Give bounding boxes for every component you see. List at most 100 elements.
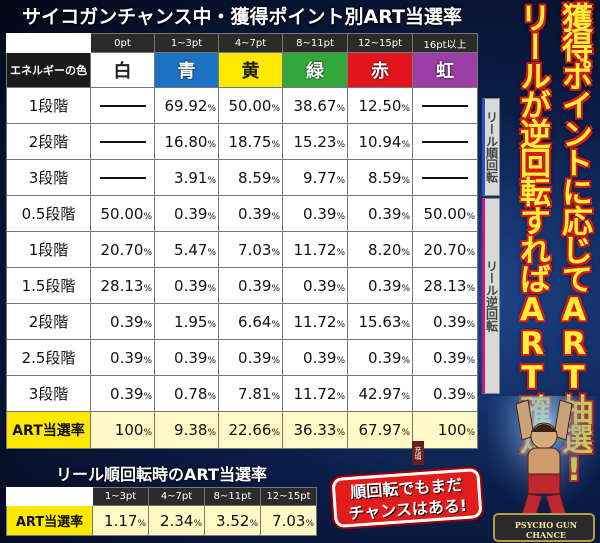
rate-cell: 42.97% xyxy=(347,375,413,412)
sub-value-0: 1.17% xyxy=(92,505,149,536)
level-label: 1段階 xyxy=(6,231,91,268)
rate-cell: 20.70% xyxy=(90,231,155,268)
points-header-row: 0pt 1~3pt 4~7pt 8~11pt 12~15pt 16pt以上 xyxy=(6,33,478,53)
dash-cell xyxy=(412,123,478,160)
rate-cell: 0.39% xyxy=(347,195,413,232)
level-label: 2段階 xyxy=(6,303,91,340)
art-rate-cell: 100% xyxy=(90,411,155,449)
color-yellow: 黄 xyxy=(218,52,283,88)
rate-cell: 0.39% xyxy=(154,195,219,232)
rate-cell: 0.78% xyxy=(154,375,219,412)
dash-mark xyxy=(422,177,468,179)
level-label: 0.5段階 xyxy=(6,195,91,232)
rate-cell: 20.70% xyxy=(412,231,478,268)
points-header-5: 16pt以上 xyxy=(412,33,478,53)
level-label: 3段階 xyxy=(6,375,91,412)
chance-bubble: 順回転でもまだ チャンスはある! xyxy=(331,467,483,529)
rate-cell: 0.39% xyxy=(412,375,478,412)
art-rate-cell: 67.97% xyxy=(347,411,413,449)
rate-cell: 18.75% xyxy=(218,123,283,160)
rate-cell: 15.23% xyxy=(282,123,348,160)
level-label: 1段階 xyxy=(6,87,91,124)
rate-cell: 8.59% xyxy=(347,159,413,196)
points-header-1: 1~3pt xyxy=(154,33,219,53)
sub-header-1: 4~7pt xyxy=(148,487,205,506)
rate-cell: 69.92% xyxy=(154,87,219,124)
dash-cell xyxy=(90,87,155,124)
rate-cell: 9.77% xyxy=(282,159,348,196)
rate-cell: 0.39% xyxy=(90,375,155,412)
header-blank xyxy=(6,33,91,53)
page-title: サイコガンチャンス中・獲得ポイント別ART当選率 xyxy=(22,6,462,28)
art-rate-cell: 36.33% xyxy=(282,411,348,449)
level-label: 2段階 xyxy=(6,123,91,160)
color-white: 白 xyxy=(90,52,155,88)
rate-cell: 1.95% xyxy=(154,303,219,340)
rate-cell: 0.39% xyxy=(90,303,155,340)
sub-title: リール順回転時のART当選率 xyxy=(56,465,267,484)
sub-header-2: 8~11pt xyxy=(204,487,261,506)
level-label: 1.5段階 xyxy=(6,267,91,304)
art-rate-cell: 22.66% xyxy=(218,411,283,449)
rate-cell: 50.00% xyxy=(218,87,283,124)
points-header-2: 4~7pt xyxy=(218,33,283,53)
sub-header-3: 12~15pt xyxy=(260,487,317,506)
dash-cell xyxy=(90,123,155,160)
sub-header-0: 1~3pt xyxy=(92,487,149,506)
rate-cell: 7.03% xyxy=(218,231,283,268)
dash-cell xyxy=(412,159,478,196)
table-row: 3段階 3.91% 8.59% 9.77% 8.59% xyxy=(6,159,478,196)
rate-cell: 0.39% xyxy=(154,267,219,304)
level-label: 2.5段階 xyxy=(6,339,91,376)
art-rate-row: ART当選率 100% 9.38% 22.66% 36.33% 67.97% 100% xyxy=(6,411,478,449)
rate-cell: 28.13% xyxy=(90,267,155,304)
rate-cell: 0.39% xyxy=(347,339,413,376)
table-row: 1段階 20.70% 5.47% 7.03% 11.72% 8.20% 20.70% xyxy=(6,231,478,268)
rate-cell: 0.39% xyxy=(347,267,413,304)
color-red: 赤 xyxy=(347,52,413,88)
rate-cell: 16.80% xyxy=(154,123,219,160)
table-row: 1段階 69.92% 50.00% 38.67% 12.50% xyxy=(6,87,478,124)
art-rate-label: ART当選率 xyxy=(6,411,91,449)
rate-cell: 8.59% xyxy=(218,159,283,196)
slogan-line-2: リールが逆回転すればART確定! xyxy=(514,2,550,486)
rate-cell: 0.39% xyxy=(218,267,283,304)
rate-cell: 50.00% xyxy=(90,195,155,232)
rate-cell: 0.39% xyxy=(90,339,155,376)
psycho-gun-logo: PSYCHO GUN CHANCE xyxy=(514,520,578,540)
dash-mark xyxy=(99,141,146,143)
dash-mark xyxy=(422,105,468,107)
table-row: 2段階 0.39% 1.95% 6.64% 11.72% 15.63% 0.39% xyxy=(6,303,478,340)
sub-value-1: 2.34% xyxy=(148,505,205,536)
art-rate-cell: 9.38% xyxy=(154,411,219,449)
rate-cell: 15.63% xyxy=(347,303,413,340)
rate-cell: 5.47% xyxy=(154,231,219,268)
color-green: 緑 xyxy=(282,52,348,88)
rate-cell: 0.39% xyxy=(282,339,348,376)
table-body: 1段階 69.92% 50.00% 38.67% 12.50% 2段階 16.80% 18.7… xyxy=(6,87,478,449)
table-row: 0.5段階 50.00% 0.39% 0.39% 0.39% 0.39% 50.00% xyxy=(6,195,478,232)
dash-cell xyxy=(412,87,478,124)
rate-cell: 0.39% xyxy=(218,195,283,232)
points-header-0: 0pt xyxy=(90,33,155,53)
rate-cell: 38.67% xyxy=(282,87,348,124)
rate-cell: 28.13% xyxy=(412,267,478,304)
color-blue: 青 xyxy=(154,52,219,88)
dash-mark xyxy=(99,105,146,107)
rate-cell: 11.72% xyxy=(282,231,348,268)
color-rainbow: 虹 xyxy=(412,52,478,88)
energy-color-label: エネルギーの色 xyxy=(6,52,91,88)
table-row: 3段階 0.39% 0.78% 7.81% 11.72% 42.97% 0.39% xyxy=(6,375,478,412)
character-illustration xyxy=(488,396,600,543)
rate-cell: 0.39% xyxy=(154,339,219,376)
rate-cell: 0.39% xyxy=(412,303,478,340)
slogan-line-1: 獲得ポイントに応じてART抽選! xyxy=(556,2,592,486)
table-row: 2段階 16.80% 18.75% 15.23% 10.94% xyxy=(6,123,478,160)
table-row: 2.5段階 0.39% 0.39% 0.39% 0.39% 0.39% 0.39% xyxy=(6,339,478,376)
dash-cell xyxy=(90,159,155,196)
art-rate-table: 0pt 1~3pt 4~7pt 8~11pt 12~15pt 16pt以上 エネ… xyxy=(6,33,478,449)
sub-art-label: ART当選率 xyxy=(6,505,93,536)
dash-mark xyxy=(99,177,146,179)
color-header-row: エネルギーの色 白 青 黄 緑 赤 虹 xyxy=(6,52,478,88)
dash-mark xyxy=(422,141,468,143)
